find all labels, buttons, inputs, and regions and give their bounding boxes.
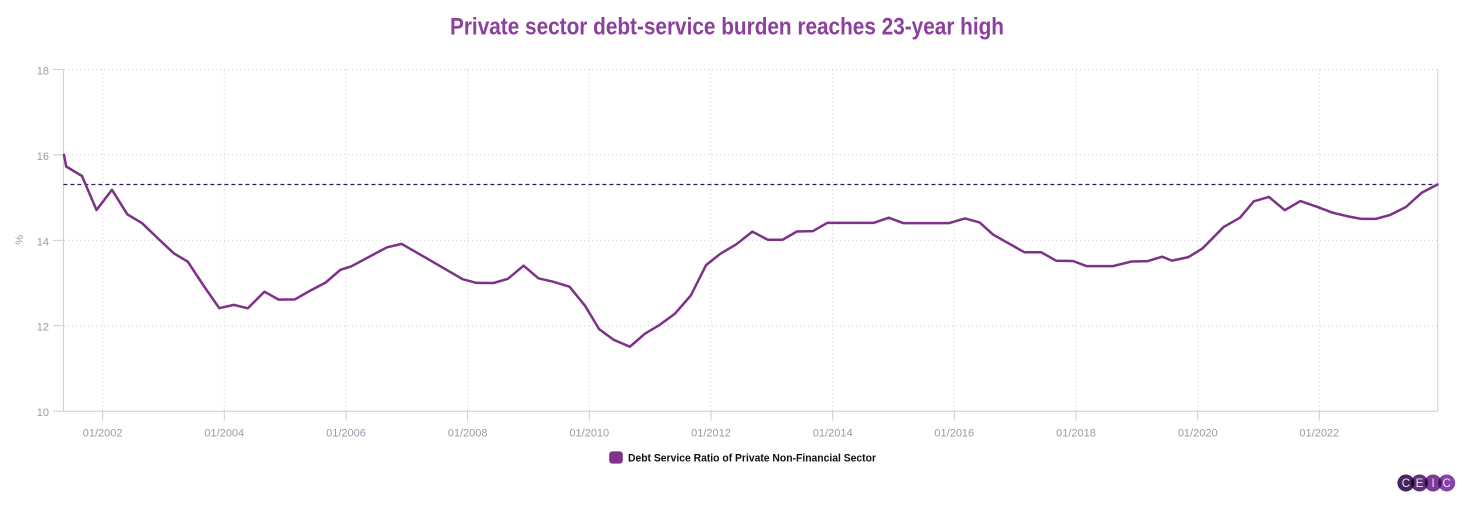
svg-text:%: % (14, 235, 26, 245)
svg-text:01/2012: 01/2012 (691, 428, 731, 440)
svg-text:10: 10 (37, 407, 49, 419)
svg-text:01/2020: 01/2020 (1178, 428, 1218, 440)
svg-text:01/2014: 01/2014 (813, 428, 853, 440)
svg-text:16: 16 (37, 151, 49, 163)
svg-text:E: E (1416, 478, 1424, 490)
svg-text:14: 14 (37, 236, 49, 248)
svg-text:Debt Service Ratio of Private: Debt Service Ratio of Private Non-Financ… (628, 453, 877, 465)
svg-text:01/2022: 01/2022 (1299, 428, 1339, 440)
svg-text:C: C (1402, 478, 1410, 490)
svg-text:01/2006: 01/2006 (326, 428, 366, 440)
svg-text:01/2004: 01/2004 (204, 428, 244, 440)
svg-text:01/2008: 01/2008 (448, 428, 488, 440)
svg-text:Private sector debt-service bu: Private sector debt-service burden reach… (450, 14, 1004, 41)
svg-text:12: 12 (37, 322, 49, 334)
svg-text:I: I (1431, 478, 1434, 490)
svg-text:18: 18 (37, 66, 49, 78)
svg-text:C: C (1443, 478, 1451, 490)
svg-text:01/2018: 01/2018 (1056, 428, 1096, 440)
svg-text:01/2010: 01/2010 (569, 428, 609, 440)
svg-text:01/2002: 01/2002 (83, 428, 123, 440)
svg-text:01/2016: 01/2016 (934, 428, 974, 440)
